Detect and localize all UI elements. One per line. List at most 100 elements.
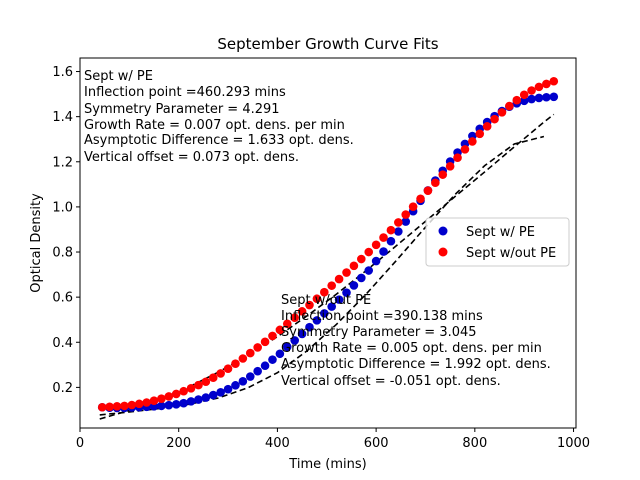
annotation-line: Symmetry Parameter = 3.045 xyxy=(281,325,477,340)
annotation-line: Vertical offset = -0.051 opt. dens. xyxy=(281,374,501,389)
y-tick-label: 0.4 xyxy=(52,336,73,351)
data-point xyxy=(505,101,514,111)
annotation-line: Asymptotic Difference = 1.992 opt. dens. xyxy=(281,357,551,372)
data-point xyxy=(482,122,492,131)
data-point xyxy=(349,281,359,290)
series-points xyxy=(97,76,559,413)
data-point xyxy=(357,254,366,264)
data-point xyxy=(364,266,374,275)
data-point xyxy=(186,397,196,406)
data-point xyxy=(497,108,507,117)
data-point xyxy=(179,386,188,396)
data-point xyxy=(327,281,337,290)
data-point xyxy=(142,398,151,407)
data-point xyxy=(527,86,536,95)
data-point xyxy=(253,366,262,376)
legend: Sept w/ PE Sept w/out PE xyxy=(425,217,570,267)
data-point xyxy=(223,364,233,373)
x-tick-label: 200 xyxy=(166,436,191,451)
x-tick-label: 0 xyxy=(76,436,84,451)
data-point xyxy=(519,90,529,100)
data-point xyxy=(245,348,255,358)
data-point xyxy=(320,287,329,297)
data-point xyxy=(268,331,277,341)
x-tick-label: 1000 xyxy=(557,436,590,451)
x-axis-label: Time (mins) xyxy=(288,457,366,472)
data-point xyxy=(305,322,314,332)
data-point xyxy=(445,161,455,171)
y-tick-label: 1.4 xyxy=(52,110,73,125)
annotation-line: Inflection point =390.138 mins xyxy=(281,309,483,324)
series-2-points xyxy=(97,76,559,412)
data-point xyxy=(386,225,396,235)
data-point xyxy=(282,342,292,352)
data-point xyxy=(549,76,559,86)
legend-marker-sept-wout-pe xyxy=(438,247,448,257)
data-point xyxy=(164,400,174,410)
y-tick-label: 0.6 xyxy=(52,291,73,306)
data-point xyxy=(149,396,159,406)
data-point xyxy=(423,186,433,195)
data-point xyxy=(394,218,403,227)
data-point xyxy=(460,145,470,154)
annotation-line: Vertical offset = 0.073 opt. dens. xyxy=(84,150,299,165)
data-point xyxy=(208,390,218,400)
data-point xyxy=(431,178,440,188)
data-point xyxy=(120,401,129,411)
data-point xyxy=(157,394,166,403)
data-point xyxy=(164,392,174,401)
x-axis-ticks: 0 200 400 600 800 1000 xyxy=(76,428,590,451)
data-point xyxy=(401,210,411,219)
data-point xyxy=(134,399,144,409)
data-point xyxy=(371,240,381,250)
plot-frame xyxy=(79,57,577,429)
y-tick-label: 0.8 xyxy=(52,246,73,261)
fit-lines xyxy=(99,113,555,420)
y-tick-label: 1.2 xyxy=(52,155,73,170)
data-point xyxy=(305,300,314,310)
data-point xyxy=(253,343,262,352)
data-point xyxy=(334,295,344,304)
data-point xyxy=(386,236,396,246)
data-point xyxy=(453,153,462,163)
data-point xyxy=(297,329,307,339)
y-tick-label: 1.6 xyxy=(52,65,73,80)
data-point xyxy=(275,349,285,359)
data-point xyxy=(549,92,559,102)
y-tick-label: 1.0 xyxy=(52,200,73,215)
legend-box xyxy=(425,217,570,267)
data-point xyxy=(327,302,337,311)
data-point xyxy=(223,384,233,394)
data-point xyxy=(201,377,211,387)
data-point xyxy=(231,381,240,390)
data-point xyxy=(408,202,418,211)
data-point xyxy=(275,325,285,335)
data-point xyxy=(371,256,381,266)
data-point xyxy=(342,268,351,277)
data-point xyxy=(127,400,137,410)
data-point xyxy=(534,93,544,103)
annotation-line: Asymptotic Difference = 1.633 opt. dens. xyxy=(84,133,354,148)
data-point xyxy=(334,274,344,284)
data-point xyxy=(171,400,181,409)
data-point xyxy=(519,96,529,106)
annotation-line: Growth Rate = 0.007 opt. dens. per min xyxy=(84,118,345,133)
x-tick-label: 800 xyxy=(462,436,487,451)
data-point xyxy=(320,309,329,318)
annotation-line: Sept w/ PE xyxy=(84,69,153,84)
data-point xyxy=(542,79,551,89)
data-point xyxy=(290,313,299,322)
data-point xyxy=(401,217,411,226)
annotation-line: Growth Rate = 0.005 opt. dens. per min xyxy=(281,341,542,356)
data-point xyxy=(238,377,248,386)
data-point xyxy=(312,294,322,304)
data-point xyxy=(112,402,122,411)
x-tick-label: 400 xyxy=(265,436,290,451)
x-tick-label: 600 xyxy=(364,436,389,451)
data-point xyxy=(245,372,255,381)
data-point xyxy=(468,137,477,146)
data-point xyxy=(231,359,240,369)
fit-line-2 xyxy=(99,113,555,420)
data-point xyxy=(290,336,299,345)
